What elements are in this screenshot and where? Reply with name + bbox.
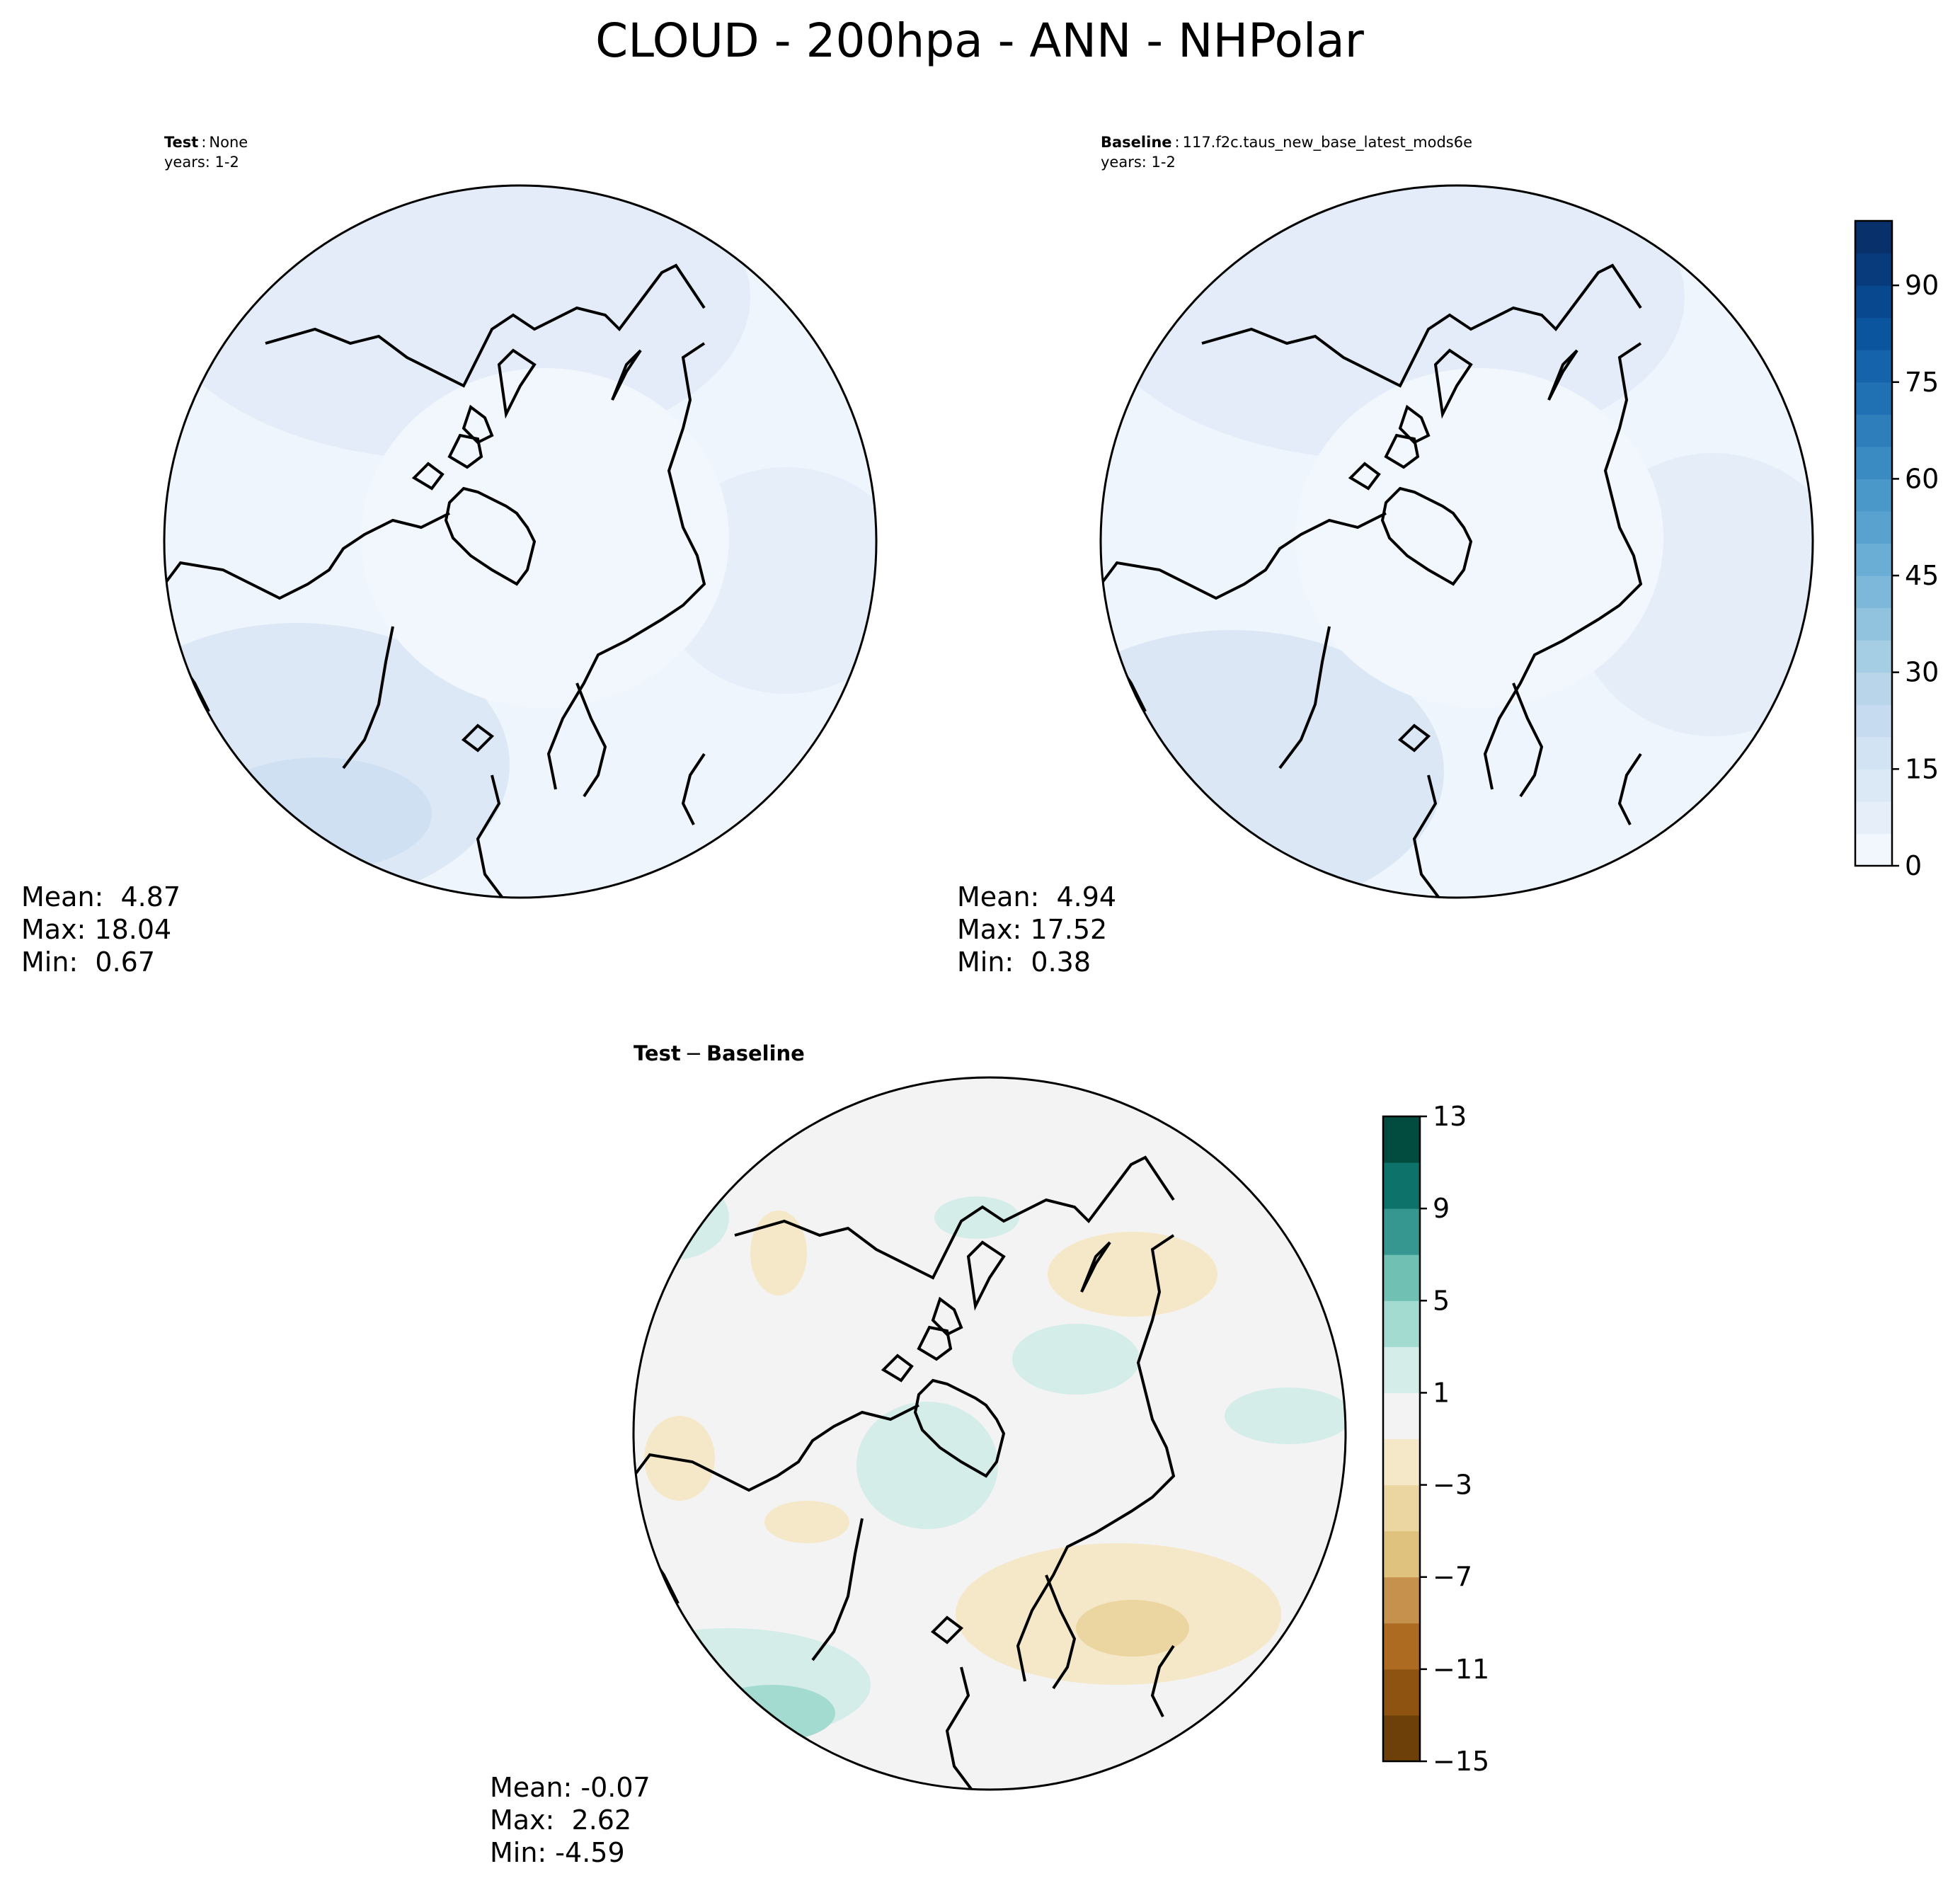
diff-min: Min: -4.59 [490,1837,625,1868]
main-colorbar-segment [1855,350,1892,382]
main-colorbar-segment [1855,511,1892,544]
colorbar-main: 0 15 30 45 60 75 90 [1855,221,1939,881]
main-colorbar-segment [1855,833,1892,866]
diff-colorbar-segment [1383,1254,1420,1301]
main-colorbar-tick-label: 30 [1905,657,1939,688]
main-colorbar-tick-label: 15 [1905,753,1939,784]
diff-colorbar-tick-label: −3 [1433,1470,1472,1501]
main-colorbar-segment [1855,447,1892,479]
main-colorbar-segment [1855,608,1892,641]
diff-colorbar-segment [1383,1623,1420,1670]
diff-colorbar-segment [1383,1346,1420,1393]
diff-colorbar-segment [1383,1531,1420,1578]
diff-panel: Test − Baseline Mean: -0.07 Max: 2.62 Min:… [490,1041,1352,1868]
diff-colorbar-tick-label: 9 [1433,1193,1450,1224]
diff-colorbar-tick-label: 1 [1433,1377,1450,1408]
main-colorbar-tick-label: 75 [1905,367,1939,398]
diff-colorbar-tick-label: −15 [1433,1746,1489,1777]
diff-colorbar-segment [1383,1208,1420,1255]
diff-max: Max: 2.62 [490,1804,631,1836]
baseline-years: years: 1-2 [1101,154,1176,171]
main-colorbar-segment [1855,544,1892,576]
main-colorbar-segment [1855,769,1892,801]
main-colorbar-tick-label: 0 [1905,850,1922,881]
diff-colorbar-segment [1383,1300,1420,1347]
diff-colorbar-segment [1383,1715,1420,1762]
diff-colorbar-segment [1383,1162,1420,1209]
baseline-mean: Mean: 4.94 [957,881,1116,912]
baseline-panel: Baseline:117.f2c.taus_new_base_latest_mo… [957,134,1855,978]
main-colorbar-segment [1855,479,1892,511]
diff-colorbar-segment [1383,1392,1420,1439]
baseline-map [1019,135,1855,913]
test-min: Min: 0.67 [21,946,155,978]
baseline-label: Baseline:117.f2c.taus_new_base_latest_mo… [1101,134,1472,151]
main-colorbar-segment [1855,382,1892,415]
colorbar-diff: 13 9 5 1 −3 −7 −11 −15 [1383,1101,1489,1777]
test-label: Test: None [164,134,248,151]
main-colorbar-segment [1855,253,1892,286]
main-colorbar-tick-label: 60 [1905,463,1939,494]
test-max: Max: 18.04 [21,914,171,945]
diff-colorbar-tick-label: −11 [1433,1654,1489,1685]
diff-colorbar-segment [1383,1577,1420,1624]
baseline-max: Max: 17.52 [957,914,1107,945]
diff-colorbar-tick-label: 5 [1433,1285,1450,1316]
main-colorbar-segment [1855,576,1892,608]
figure-title: CLOUD - 200hpa - ANN - NHPolar [595,13,1365,68]
test-years: years: 1-2 [164,154,239,171]
diff-colorbar-tick-label: 13 [1433,1101,1467,1132]
diff-colorbar-segment [1383,1439,1420,1486]
test-panel: Test: None years: 1-2 Mean: 4.87 Max: 18.… [21,134,913,978]
main-colorbar-segment [1855,673,1892,705]
main-colorbar-segment [1855,221,1892,253]
diff-colorbar-segment [1383,1669,1420,1716]
diff-label: Test − Baseline [634,1041,805,1065]
diff-map [588,1077,1352,1795]
diff-colorbar-segment [1383,1116,1420,1163]
main-colorbar-segment [1855,704,1892,737]
main-colorbar-segment [1855,414,1892,447]
diff-mean: Mean: -0.07 [490,1772,651,1803]
main-colorbar-tick-label: 90 [1905,270,1939,301]
main-colorbar-segment [1855,737,1892,769]
baseline-min: Min: 0.38 [957,946,1091,978]
main-colorbar-segment [1855,285,1892,318]
diff-colorbar-tick-label: −7 [1433,1562,1472,1593]
test-map [85,135,913,906]
test-mean: Mean: 4.87 [21,881,180,912]
diff-colorbar-segment [1383,1485,1420,1532]
main-colorbar-segment [1855,640,1892,673]
main-colorbar-segment [1855,318,1892,350]
main-colorbar-tick-label: 45 [1905,560,1939,591]
main-colorbar-segment [1855,801,1892,834]
